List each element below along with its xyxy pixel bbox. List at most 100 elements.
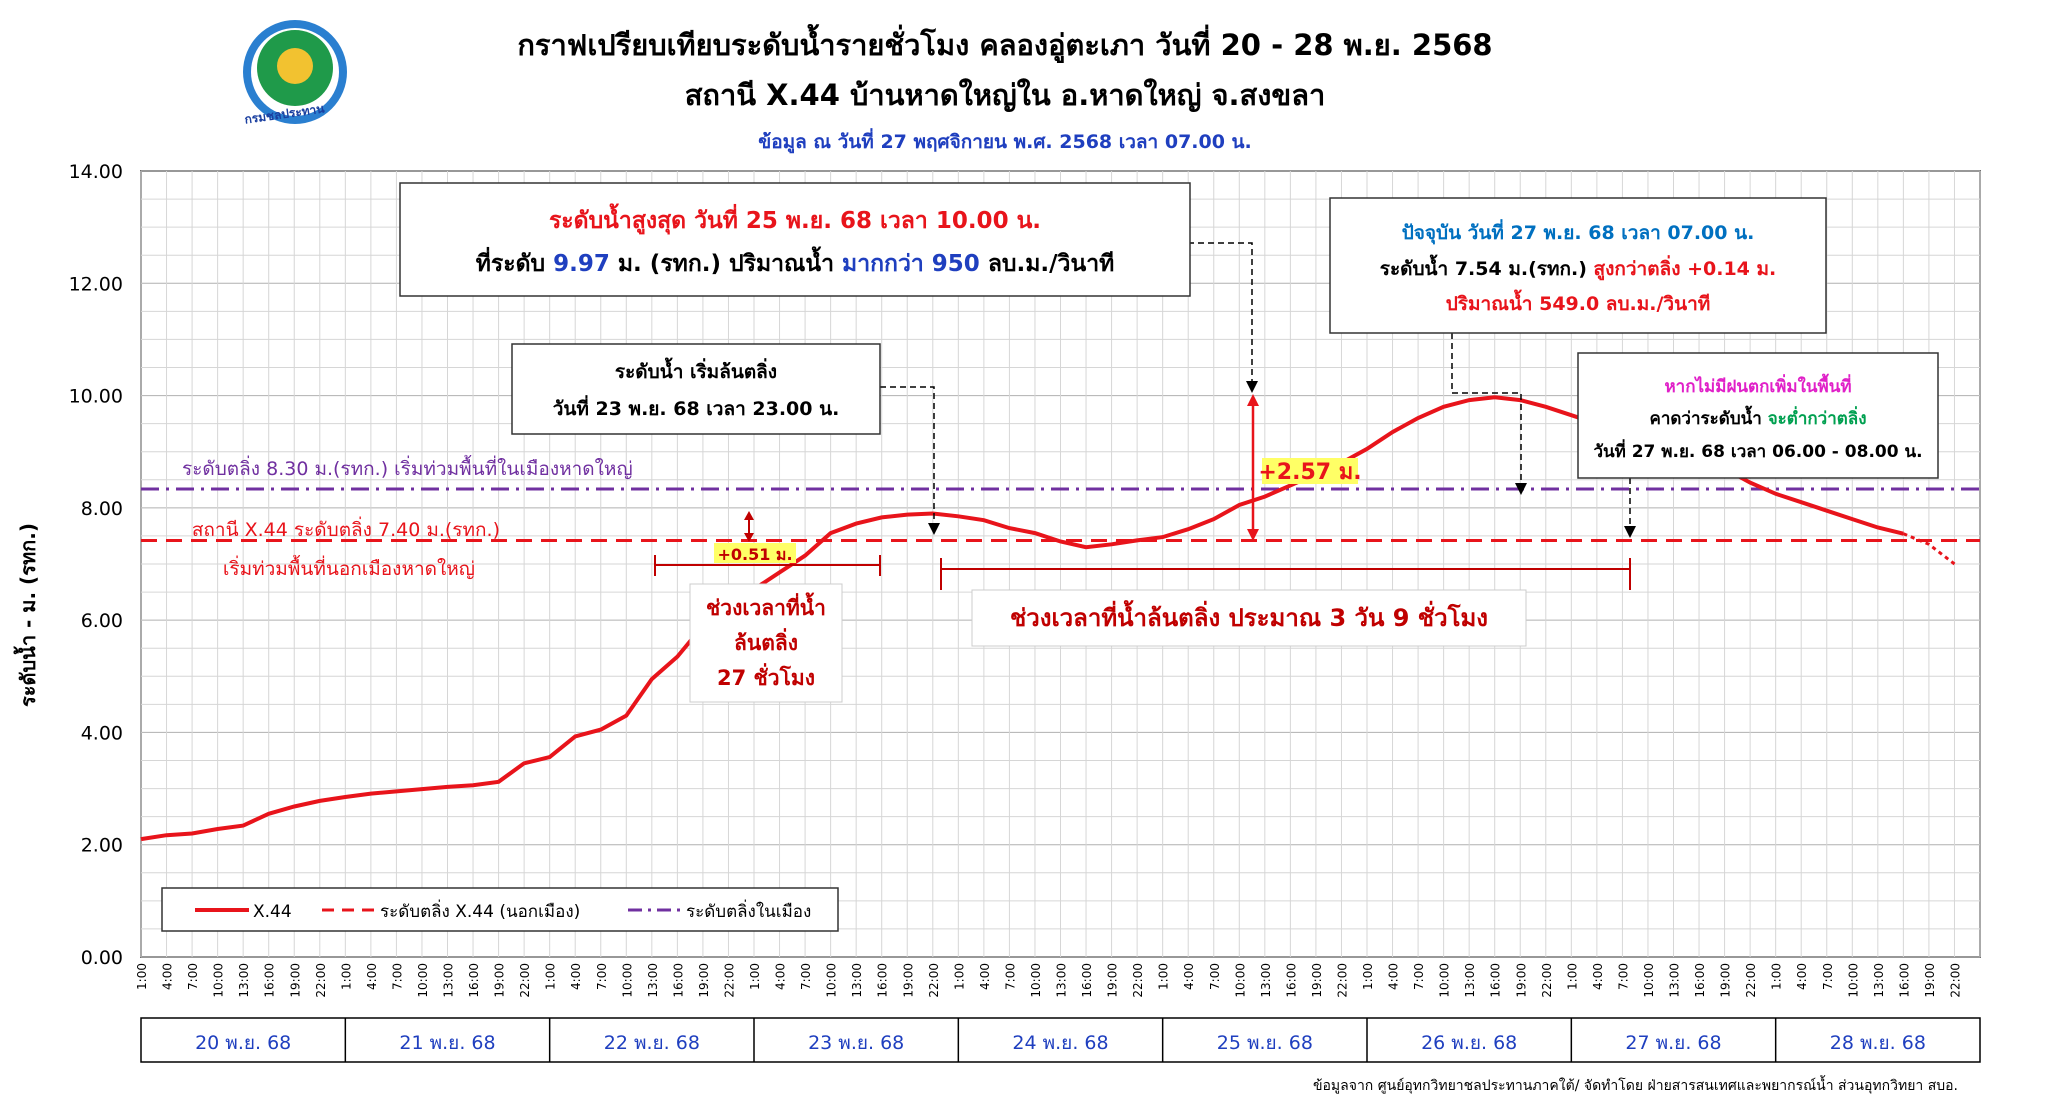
x-tick-label: 7:00 xyxy=(1412,963,1426,990)
leader-overflow xyxy=(880,386,935,527)
x-tick-label: 16:00 xyxy=(1693,963,1707,998)
x-tick-label: 19:00 xyxy=(288,963,302,998)
leader-current-head xyxy=(1515,483,1527,495)
footer-credit: ข้อมูลจาก ศูนย์อุทกวิทยาชลประทานภาคใต้/ … xyxy=(1313,1075,1958,1094)
leader-current xyxy=(1451,333,1522,487)
x-tick-label: 10:00 xyxy=(1029,963,1043,998)
x-tick-label: 19:00 xyxy=(1514,963,1528,998)
diff2-label: +2.57 ม. xyxy=(1258,460,1361,485)
x-tick-label: 7:00 xyxy=(390,963,404,990)
x-tick-label: 10:00 xyxy=(1438,963,1452,998)
peak-line2-e: ลบ.ม./วินาที xyxy=(980,251,1114,277)
peak-diff-arrow xyxy=(1247,394,1259,541)
y-axis-label: ระดับน้ำ - ม. (รทก.) xyxy=(13,523,40,707)
x-tick-label: 13:00 xyxy=(1259,963,1273,998)
date-strip: 20 พ.ย. 68 21 พ.ย. 68 22 พ.ย. 68 23 พ.ย. 68… xyxy=(140,1017,1981,1063)
date-label: 28 พ.ย. 68 xyxy=(1830,1032,1926,1054)
x-tick-label: 22:00 xyxy=(1744,963,1758,998)
forecast-line3: วันที่ 27 พ.ย. 68 เวลา 06.00 - 08.00 น. xyxy=(1593,439,1922,462)
x-tick-label: 13:00 xyxy=(1055,963,1069,998)
x-tick-label: 16:00 xyxy=(263,963,277,998)
legend-bank-city-label: ระดับตลิ่งในเมือง xyxy=(686,899,811,922)
x-tick-label: 13:00 xyxy=(1668,963,1682,998)
x-tick-label: 7:00 xyxy=(799,963,813,990)
x-tick-label: 13:00 xyxy=(850,963,864,998)
x-tick-label: 1:00 xyxy=(544,963,558,990)
duration1-line2: ล้นตลิ่ง xyxy=(734,627,798,655)
x-tick-label: 16:00 xyxy=(1897,963,1911,998)
x-tick-label: 22:00 xyxy=(1948,963,1962,998)
x-tick-label: 22:00 xyxy=(518,963,532,998)
legend: X.44 ระดับตลิ่ง X.44 (นอกเมือง) ระดับตลิ… xyxy=(161,887,839,932)
overflow-box: ระดับน้ำ เริ่มล้นตลิ่ง วันที่ 23 พ.ย. 68… xyxy=(511,343,881,435)
bank-city-label: ระดับตลิ่ง 8.30 ม.(รทก.) เริ่มท่วมพื้นที… xyxy=(182,455,633,480)
x-tick-label: 10:00 xyxy=(825,963,839,998)
peak-line2-a: ที่ระดับ xyxy=(476,246,553,277)
duration1-line3: 27 ชั่วโมง xyxy=(717,662,815,690)
forecast-line xyxy=(1902,532,1956,566)
x-tick-label: 4:00 xyxy=(1182,963,1196,990)
date-label: 21 พ.ย. 68 xyxy=(399,1032,495,1054)
x-tick-label: 4:00 xyxy=(1387,963,1401,990)
legend-series-label: X.44 xyxy=(253,902,292,922)
date-label: 25 พ.ย. 68 xyxy=(1217,1032,1313,1054)
logo: กรมชลประทาน xyxy=(243,20,347,127)
duration-bracket-1 xyxy=(654,511,881,576)
bank-x44-label1: สถานี X.44 ระดับตลิ่ง 7.40 ม.(รทก.) xyxy=(192,516,500,541)
leader-peak-head xyxy=(1246,381,1258,393)
x-tick-label: 7:00 xyxy=(1003,963,1017,990)
x-tick-label: 10:00 xyxy=(1233,963,1247,998)
x-tick-label: 4:00 xyxy=(161,963,175,990)
leader-peak xyxy=(1188,242,1253,385)
current-line1: ปัจจุบัน วันที่ 27 พ.ย. 68 เวลา 07.00 น. xyxy=(1402,219,1755,245)
x-tick-label: 7:00 xyxy=(186,963,200,990)
x-tick-label: 1:00 xyxy=(1565,963,1579,990)
peak-line2-c: ม. (รทก.) ปริมาณน้ำ xyxy=(610,246,842,277)
x-tick-label: 16:00 xyxy=(876,963,890,998)
x-tick-label: 4:00 xyxy=(569,963,583,990)
x-tick-label: 22:00 xyxy=(722,963,736,998)
x-tick-label: 1:00 xyxy=(748,963,762,990)
x-tick-label: 7:00 xyxy=(1616,963,1630,990)
date-label: 22 พ.ย. 68 xyxy=(604,1032,700,1054)
x-tick-label: 7:00 xyxy=(1821,963,1835,990)
x-tick-label: 1:00 xyxy=(1157,963,1171,990)
duration-bracket-2 xyxy=(940,558,1631,590)
forecast-box: หากไม่มีฝนตกเพิ่มในพื้นที่ คาดว่าระดับน้… xyxy=(1577,352,1939,479)
duration2-box: ช่วงเวลาที่น้ำล้นตลิ่ง ประมาณ 3 วัน 9 ชั… xyxy=(971,589,1527,647)
x-tick-label: 7:00 xyxy=(1208,963,1222,990)
x-tick-label: 19:00 xyxy=(901,963,915,998)
x-tick-label: 19:00 xyxy=(493,963,507,998)
x-tick-label: 7:00 xyxy=(595,963,609,990)
x-tick-label: 19:00 xyxy=(1106,963,1120,998)
x-tick-label: 10:00 xyxy=(1846,963,1860,998)
y-tick-label: 10.00 xyxy=(69,386,123,408)
peak-line1: ระดับน้ำสูงสุด วันที่ 25 พ.ย. 68 เวลา 10… xyxy=(549,203,1041,235)
x-tick-label: 4:00 xyxy=(978,963,992,990)
y-tick-label: 12.00 xyxy=(69,273,123,295)
x-tick-label: 1:00 xyxy=(1361,963,1375,990)
data-as-of: ข้อมูล ณ วันที่ 27 พฤศจิกายน พ.ศ. 2568 เ… xyxy=(758,128,1252,154)
x-tick-label: 1:00 xyxy=(135,963,149,990)
leader-forecast-head xyxy=(1624,526,1636,538)
x-tick-label: 1:00 xyxy=(1770,963,1784,990)
overflow-line1: ระดับน้ำ เริ่มล้นตลิ่ง xyxy=(615,357,777,383)
x-tick-label: 16:00 xyxy=(671,963,685,998)
x-tick-label: 22:00 xyxy=(1131,963,1145,998)
current-line2-b: สูงกว่าตลิ่ง +0.14 ม. xyxy=(1594,255,1777,281)
duration1-line1: ช่วงเวลาที่น้ำ xyxy=(706,592,826,620)
overflow-line2: วันที่ 23 พ.ย. 68 เวลา 23.00 น. xyxy=(553,395,840,420)
x-tick-label: 19:00 xyxy=(697,963,711,998)
y-tick-label: 4.00 xyxy=(81,722,123,744)
x-tick-label: 4:00 xyxy=(1795,963,1809,990)
y-tick-label: 2.00 xyxy=(81,835,123,857)
y-ticks: 0.00 2.00 4.00 6.00 8.00 10.00 12.00 14.00 xyxy=(69,161,123,969)
x-tick-label: 10:00 xyxy=(416,963,430,998)
legend-bank-x44-label: ระดับตลิ่ง X.44 (นอกเมือง) xyxy=(380,899,580,922)
duration2-label: ช่วงเวลาที่น้ำล้นตลิ่ง ประมาณ 3 วัน 9 ชั… xyxy=(1010,599,1488,632)
current-line2-a: ระดับน้ำ 7.54 ม.(รทก.) xyxy=(1380,254,1594,280)
x-tick-label: 13:00 xyxy=(442,963,456,998)
forecast-line2-b: จะต่ำกว่าตลิ่ง xyxy=(1768,406,1867,429)
bank-x44-label2: เริ่มท่วมพื้นที่นอกเมืองหาดใหญ่ xyxy=(223,555,475,580)
